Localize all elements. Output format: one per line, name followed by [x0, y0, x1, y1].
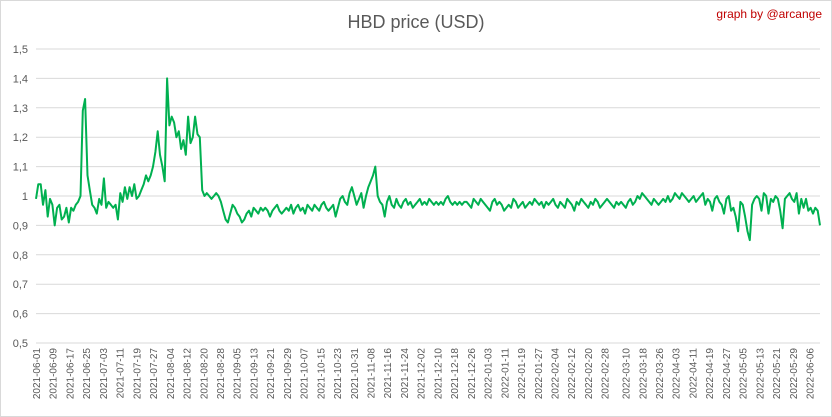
y-tick-label: 1,1 — [13, 162, 28, 174]
x-tick-label: 2021-11-08 — [367, 348, 378, 399]
x-tick-label: 2022-05-29 — [789, 348, 800, 400]
x-tick-label: 2021-11-24 — [400, 348, 411, 399]
y-tick-label: 0,6 — [13, 309, 28, 321]
x-tick-label: 2022-03-18 — [638, 348, 649, 400]
x-tick-label: 2022-02-28 — [601, 348, 612, 400]
x-tick-label: 2022-04-19 — [705, 348, 716, 400]
y-tick-label: 1,4 — [13, 73, 28, 85]
x-tick-label: 2021-09-13 — [249, 348, 260, 400]
series-line — [35, 77, 821, 242]
x-tick-label: 2022-04-27 — [722, 348, 733, 400]
x-tick-label: 2022-05-21 — [772, 348, 783, 400]
y-tick-label: 1,3 — [13, 103, 28, 115]
chart-title: HBD price (USD) — [347, 12, 485, 32]
y-tick-label: 1,5 — [13, 44, 28, 56]
x-tick-label: 2022-02-12 — [567, 348, 578, 400]
y-tick-label: 0,7 — [13, 279, 28, 291]
x-tick-label: 2021-09-05 — [233, 348, 244, 400]
x-tick-label: 2021-12-02 — [417, 348, 428, 400]
x-tick-label: 2021-07-19 — [132, 348, 143, 400]
y-tick-label: 0,8 — [13, 250, 28, 262]
x-tick-label: 2022-06-06 — [806, 348, 817, 400]
x-tick-label: 2021-10-15 — [316, 348, 327, 400]
x-tick-label: 2022-04-03 — [672, 348, 683, 400]
x-tick-label: 2021-06-01 — [32, 348, 43, 400]
x-tick-label: 2022-02-04 — [550, 348, 561, 400]
x-tick-label: 2022-01-19 — [517, 348, 528, 400]
x-tick-label: 2022-01-03 — [484, 348, 495, 400]
y-tick-label: 0,5 — [13, 338, 28, 350]
x-tick-label: 2022-01-11 — [500, 348, 511, 399]
x-tick-label: 2022-02-20 — [584, 348, 595, 400]
x-tick-label: 2022-05-13 — [755, 348, 766, 400]
x-tick-label: 2021-06-17 — [65, 348, 76, 400]
x-tick-label: 2021-10-07 — [300, 348, 311, 400]
x-tick-label: 2021-08-20 — [199, 348, 210, 400]
x-tick-label: 2021-12-10 — [433, 348, 444, 400]
x-tick-label: 2021-12-18 — [450, 348, 461, 400]
x-tick-label: 2022-01-27 — [534, 348, 545, 400]
x-tick-label: 2021-12-26 — [467, 348, 478, 400]
x-tick-label: 2022-03-10 — [622, 348, 633, 400]
x-tick-label: 2021-06-25 — [82, 348, 93, 400]
y-tick-label: 0,9 — [13, 220, 28, 232]
y-tick-label: 1 — [22, 191, 28, 203]
x-tick-label: 2021-09-29 — [283, 348, 294, 400]
x-tick-label: 2021-08-12 — [183, 348, 194, 400]
x-tick-label: 2021-10-31 — [350, 348, 361, 400]
x-tick-label: 2021-09-21 — [266, 348, 277, 400]
x-axis: 2021-06-01 2021-06-09 2021-06-17 2021-06-25… — [32, 348, 817, 400]
x-tick-label: 2022-05-05 — [739, 348, 750, 400]
x-tick-label: 2022-04-11 — [688, 348, 699, 399]
x-tick-label: 2021-08-04 — [166, 348, 177, 400]
gridlines — [36, 48, 820, 344]
x-tick-label: 2021-07-11 — [116, 348, 127, 399]
y-tick-label: 1,2 — [13, 132, 28, 144]
x-tick-label: 2021-06-09 — [49, 348, 60, 400]
x-tick-label: 2021-11-16 — [383, 348, 394, 399]
y-axis: 0,5 0,6 0,7 0,8 0,9 1 1,1 1,2 1,3 1,4 1,5 — [13, 44, 28, 350]
x-tick-label: 2021-08-28 — [216, 348, 227, 400]
x-tick-label: 2021-07-27 — [149, 348, 160, 400]
x-tick-label: 2021-07-03 — [99, 348, 110, 400]
chart-credit: graph by @arcange — [716, 7, 822, 21]
x-tick-label: 2022-03-26 — [655, 348, 666, 400]
x-tick-label: 2021-10-23 — [333, 348, 344, 400]
